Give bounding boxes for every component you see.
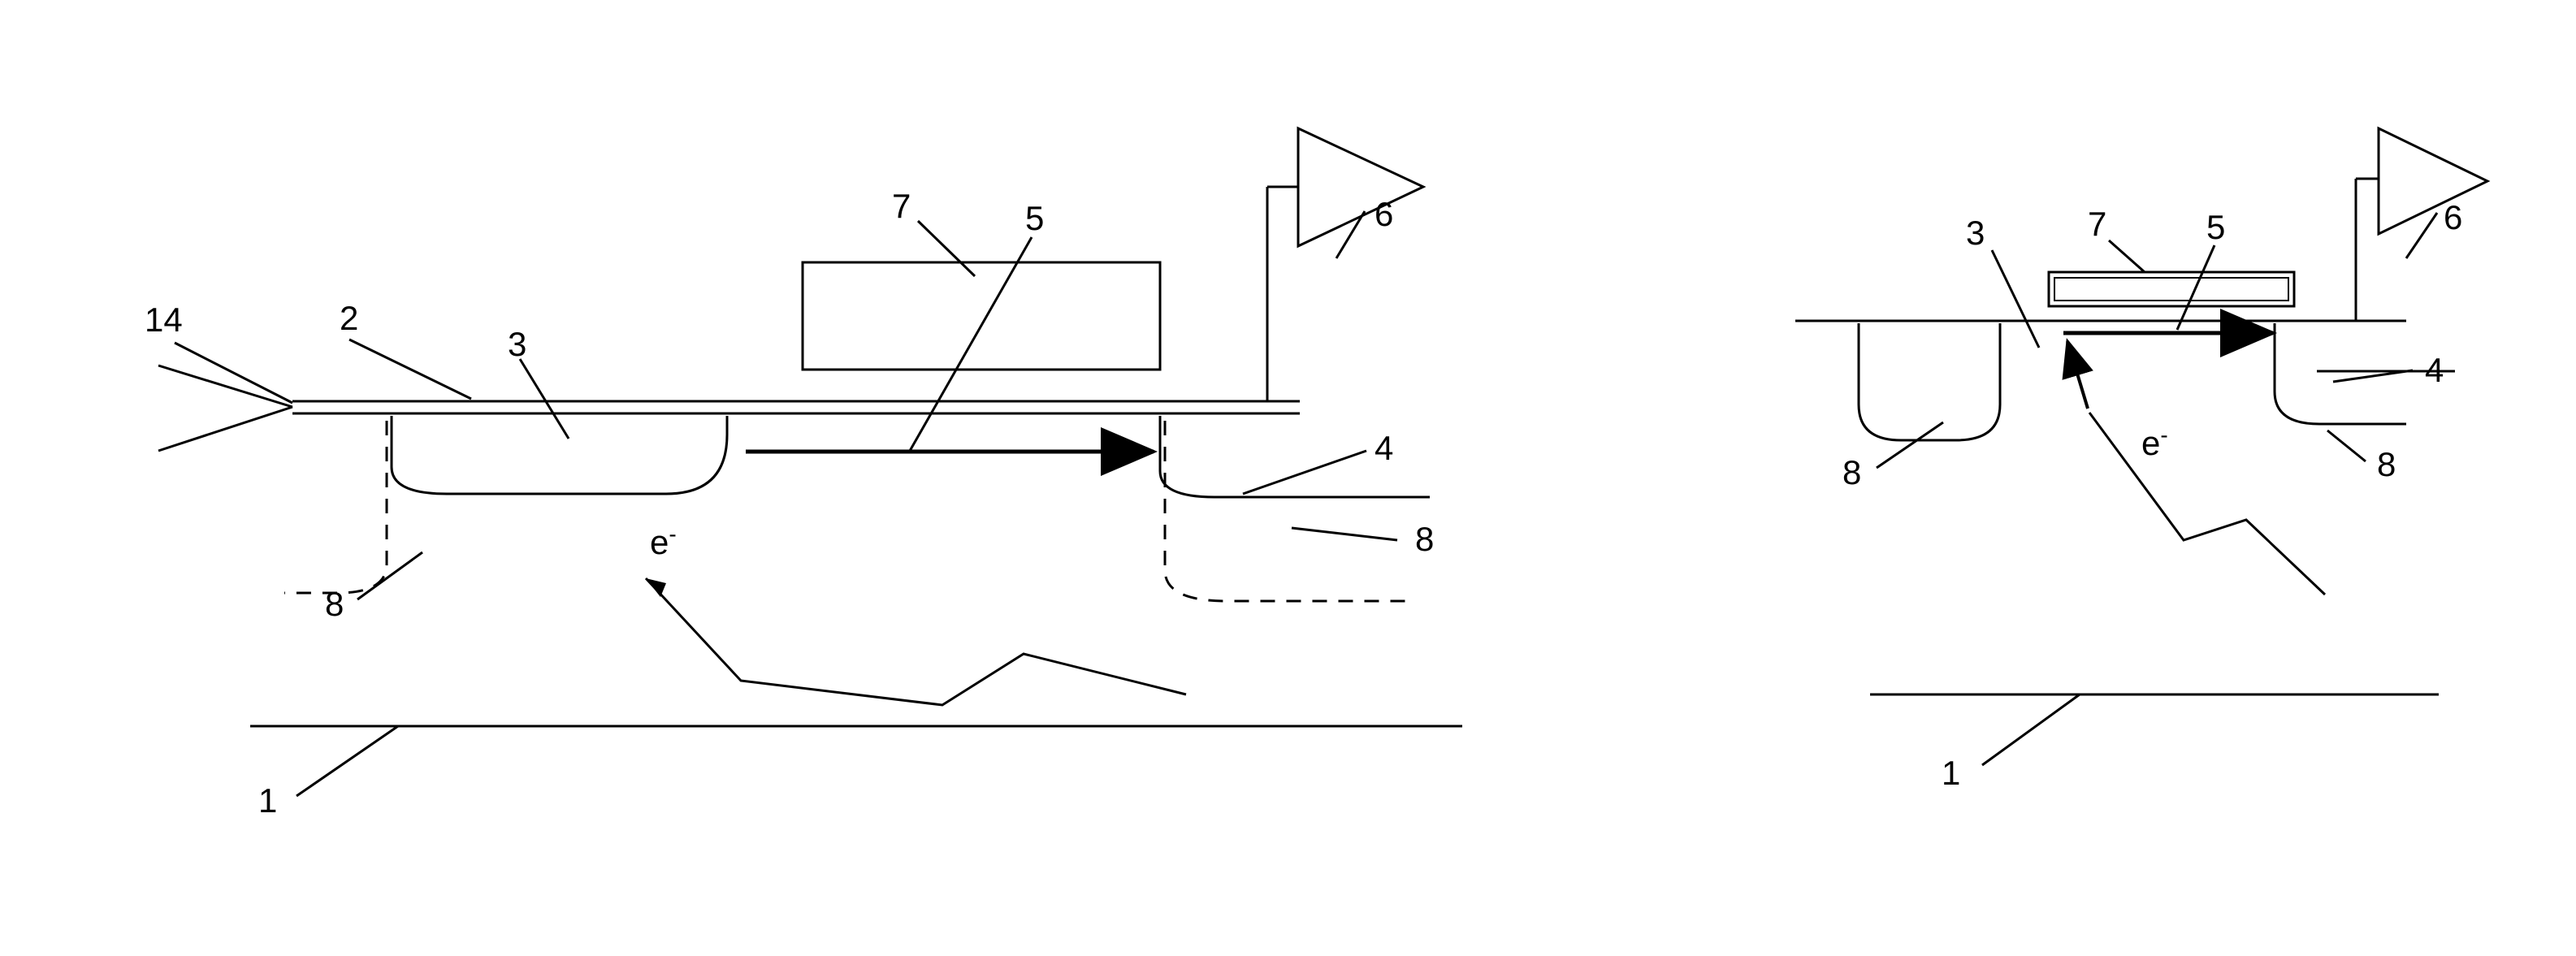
label-8la: 8 [325,585,344,624]
well-8-left [1859,323,2000,440]
gate-box-right-inner [2054,278,2288,301]
label-8lb: 8 [1415,520,1434,559]
leader-1r [1982,694,2080,765]
label-5l: 5 [1025,199,1044,238]
dash-left [284,421,387,593]
label-4l: 4 [1375,429,1393,468]
left-v-top [158,366,292,407]
leader-8br [1877,422,1943,468]
arrow-3-right [2067,341,2088,409]
electron-label-right: e- [2141,422,2168,463]
label-8rb: 8 [1842,453,1861,492]
leader-3 [520,359,569,439]
amp-triangle-left [1298,128,1423,246]
leader-2 [349,340,471,399]
leader-6 [1336,211,1365,258]
well-right [1160,416,1214,497]
well-left [392,416,727,494]
leader-14 [175,343,292,403]
leader-7r [2109,240,2145,272]
label-7l: 7 [892,187,911,226]
gate-box-left [803,262,1160,370]
electron-path-left [646,578,1186,705]
left-diagram [0,0,2576,956]
label-1l: 1 [258,781,277,820]
leader-8ar [2327,430,2366,461]
leader-5r [2177,245,2214,330]
left-diagram-group [158,128,1462,796]
leader-4 [1243,451,1366,494]
leader-1 [297,726,398,796]
leader-8a [357,552,422,599]
electron-path-right [2089,413,2325,595]
label-6l: 6 [1375,195,1393,234]
label-14: 14 [145,301,183,340]
label-7r: 7 [2088,205,2106,244]
left-v-bot [158,407,292,451]
label-5r: 5 [2206,208,2225,247]
dash-right [1165,421,1405,601]
label-8ra: 8 [2377,445,2396,484]
label-4r: 4 [2425,351,2444,390]
label-3r: 3 [1966,214,1985,253]
electron-arrowtip-left [646,578,666,597]
label-6r: 6 [2444,198,2462,237]
leader-8b [1292,528,1397,540]
electron-label-left: e- [650,521,677,562]
label-3l: 3 [508,325,526,364]
leader-7 [918,221,975,276]
leader-5 [910,237,1032,451]
label-1r: 1 [1942,754,1960,793]
label-2: 2 [340,299,358,338]
